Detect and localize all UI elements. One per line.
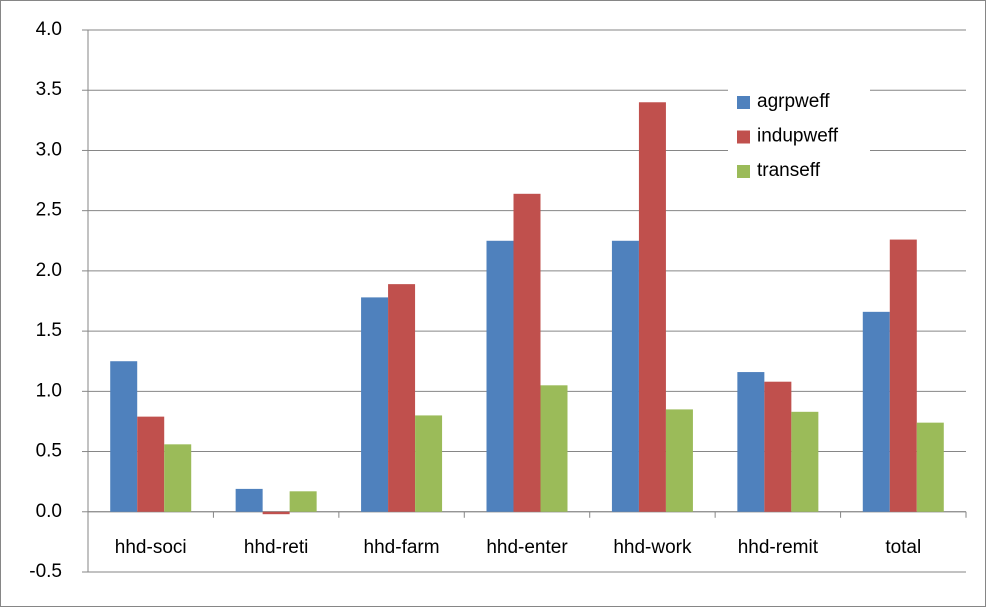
bar	[235, 488, 263, 512]
bar	[361, 297, 389, 512]
legend-swatch	[737, 165, 750, 178]
bar	[388, 284, 416, 512]
x-tick-label: hhd-enter	[486, 537, 568, 558]
bar	[764, 381, 792, 512]
bar	[262, 511, 290, 515]
bar	[889, 239, 917, 512]
bar	[137, 416, 165, 512]
y-tick-label: 1.5	[36, 320, 62, 341]
bar	[916, 422, 944, 512]
legend-swatch	[737, 96, 750, 109]
y-tick-label: 3.5	[36, 79, 62, 100]
legend-box	[728, 85, 870, 190]
y-tick-label: 2.5	[36, 200, 62, 221]
bar	[513, 193, 541, 512]
x-tick-label: hhd-farm	[364, 537, 440, 558]
bar	[415, 415, 443, 512]
bar	[862, 311, 890, 512]
x-tick-label: total	[885, 537, 921, 558]
y-tick-label: 4.0	[36, 19, 62, 40]
x-tick-label: hhd-soci	[115, 537, 187, 558]
bar	[110, 361, 138, 512]
y-tick-label: 0.0	[36, 501, 62, 522]
bar	[164, 444, 192, 512]
bar	[486, 240, 514, 512]
bar	[791, 411, 819, 512]
y-tick-label: -0.5	[29, 561, 62, 582]
legend-label: transeff	[757, 160, 821, 181]
bar	[289, 491, 317, 512]
x-tick-label: hhd-remit	[738, 537, 819, 558]
bar	[737, 372, 765, 512]
legend-label: agrpweff	[757, 91, 830, 112]
bar	[665, 409, 693, 512]
y-tick-label: 1.0	[36, 380, 62, 401]
y-tick-label: 0.5	[36, 441, 62, 462]
bar	[638, 102, 666, 512]
y-tick-label: 2.0	[36, 260, 62, 281]
x-tick-label: hhd-work	[613, 537, 692, 558]
bar	[540, 385, 568, 512]
x-tick-label: hhd-reti	[244, 537, 308, 558]
y-tick-label: 3.0	[36, 139, 62, 160]
legend-label: indupweff	[757, 126, 839, 147]
bar	[611, 240, 639, 512]
legend-swatch	[737, 130, 750, 144]
